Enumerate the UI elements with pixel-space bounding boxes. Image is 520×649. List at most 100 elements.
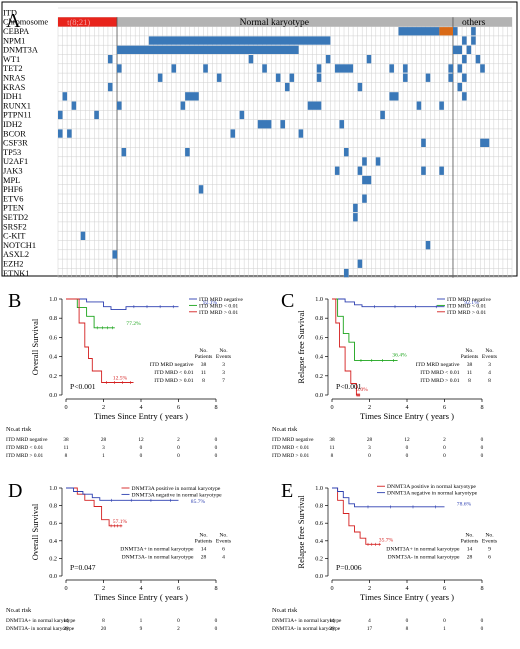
chart-e-risk-value: 0: [481, 626, 484, 632]
chart-c-risk-value: 0: [481, 437, 484, 443]
panel-label-b: B: [8, 290, 22, 312]
chart-b-x-tick-label: 8: [214, 404, 217, 411]
chart-b-risk-title: No.at risk: [6, 426, 32, 433]
row-label-idh2: IDH2: [3, 120, 22, 129]
chart-c-y-tick-label: 0.4: [315, 354, 323, 361]
chart-c-table-row-label: ITD MRD > 0.01: [420, 378, 459, 384]
chart-e-risk-value: 28: [329, 626, 335, 632]
chart-e-xlabel: Times Since Entry ( years ): [360, 592, 454, 602]
mutation-cell: [471, 36, 476, 45]
chart-b-series-line: [66, 298, 115, 329]
chart-c-ylabel: Relapse free Survival: [296, 310, 306, 384]
chart-d-table-patients: 28: [201, 554, 207, 560]
panel-label-e: E: [281, 480, 294, 502]
chart-e-series-line: [332, 487, 445, 508]
km-plot-d: 0.0 0.2 0.4 0.6 0.8 1.0 0 2 4 6 8 Overall Survival T…: [6, 485, 231, 632]
mutation-cell: [71, 101, 77, 110]
chart-c-table-events: 4: [488, 370, 491, 376]
mutation-cell: [117, 45, 299, 54]
chart-b-x-tick-label: 2: [102, 404, 105, 411]
mutation-cell: [280, 120, 285, 129]
chart-d-legend-entry: DNMT3A negative in normal karyotype: [132, 492, 223, 498]
chart-b-risk-value: 0: [215, 437, 218, 443]
mutation-cell: [198, 185, 204, 194]
chart-e-legend-entry: DNMT3A positive in normal karyotype: [387, 484, 476, 490]
row-label-u2af1: U2AF1: [3, 157, 28, 166]
chart-c-annotation: 36.4%: [392, 353, 407, 359]
mutation-cell: [389, 64, 394, 73]
chart-e-risk-value: 14: [329, 618, 335, 624]
chart-c-risk-value: 3: [368, 445, 371, 451]
mutation-cell: [462, 36, 467, 45]
row-label-asxl2: ASXL2: [3, 250, 29, 259]
mutation-cell: [112, 250, 118, 259]
chart-c-y-tick-label: 1.0: [315, 296, 323, 303]
mutation-cell: [216, 73, 222, 82]
group-label-others: others: [462, 18, 486, 28]
chart-c-table-header: Patients: [461, 354, 479, 360]
chart-c-table-patients: 11: [467, 370, 473, 376]
chart-d-legend-entry: DNMT3A positive in normal karyotype: [132, 486, 221, 492]
mutation-cell: [94, 110, 99, 120]
row-label-cebpa: CEBPA: [3, 27, 29, 36]
mutation-cell: [289, 73, 295, 82]
chart-d-risk-value: 1: [140, 618, 143, 624]
row-label-csf3r: CSF3R: [3, 139, 28, 148]
chart-b-table-header: Patients: [195, 354, 213, 360]
chart-e-risk-value: 0: [406, 618, 409, 624]
chart-b-table-patients: 11: [201, 370, 207, 376]
chart-b-xlabel: Times Since Entry ( years ): [94, 411, 188, 421]
chart-e-series-line: [332, 487, 381, 545]
mutation-cell: [180, 101, 186, 110]
mutation-cell: [357, 166, 363, 175]
mutation-cell: [157, 73, 163, 82]
chart-d-table-row-label: DNMT3A+ in normal karyotype: [120, 546, 194, 552]
mutation-cell: [403, 64, 408, 73]
chart-d-risk-row-label: DNMT3A- in normal karyotype: [6, 626, 75, 632]
mutation-cell: [353, 213, 358, 222]
chart-b-annotation: 92.1%: [203, 300, 218, 306]
chart-d-series-line: [66, 487, 123, 527]
mutation-cell: [58, 110, 63, 120]
chart-d-pvalue: P=0.047: [70, 563, 96, 572]
chart-c-table-events: 8: [488, 378, 491, 384]
mutation-cell: [403, 73, 408, 82]
mutation-cell: [421, 166, 426, 175]
row-label-srsf2: SRSF2: [3, 222, 27, 231]
mutation-cell: [117, 64, 122, 73]
mutation-cell: [316, 73, 322, 82]
mutation-cell: [380, 110, 385, 120]
chart-e-risk-title: No.at risk: [272, 607, 298, 614]
chart-c-risk-value: 0: [406, 445, 409, 451]
mutation-cell: [185, 148, 190, 157]
chart-d-y-tick-label: 0.0: [49, 573, 57, 580]
mutation-cell: [357, 82, 363, 92]
chart-c-table-patients: 8: [468, 378, 471, 384]
mutation-heatmap: ITDChromosomeCEBPANPM1DNMT3AWT1TET2NRASK…: [1, 1, 518, 278]
row-label-etv6: ETV6: [3, 194, 23, 203]
mutation-cell: [439, 101, 444, 110]
chart-e-pvalue: P=0.006: [336, 563, 362, 572]
chart-c-x-tick-label: 2: [368, 404, 371, 411]
row-label-mpl: MPL: [3, 176, 20, 185]
chart-b-table-row-label: ITD MRD negative: [150, 362, 194, 368]
mutation-cell: [285, 82, 290, 92]
chart-e-risk-row-label: DNMT3A- in normal karyotype: [272, 626, 341, 632]
chart-e-legend-entry: DNMT3A negative in normal karyotype: [387, 491, 478, 497]
chart-d-risk-value: 0: [177, 618, 180, 624]
mutation-cell: [62, 92, 68, 101]
chart-e-table-patients: 14: [467, 546, 473, 552]
chart-b-legend-entry: ITD MRD < 0.01: [199, 303, 238, 309]
chart-b-pvalue: P<0.001: [70, 382, 96, 391]
mutation-cell: [357, 259, 363, 268]
chart-c-risk-value: 0: [368, 453, 371, 459]
mutation-cell: [462, 55, 467, 64]
mutation-cell: [148, 36, 331, 45]
chart-c-x-tick-label: 6: [443, 404, 446, 411]
chart-e-annotation: 78.6%: [457, 502, 472, 508]
chart-d-table-patients: 14: [201, 546, 207, 552]
chart-e-risk-value: 8: [406, 626, 409, 632]
chart-d-table-header: No.: [199, 532, 208, 538]
mutation-cell: [366, 55, 372, 64]
chart-e-risk-value: 1: [443, 626, 446, 632]
